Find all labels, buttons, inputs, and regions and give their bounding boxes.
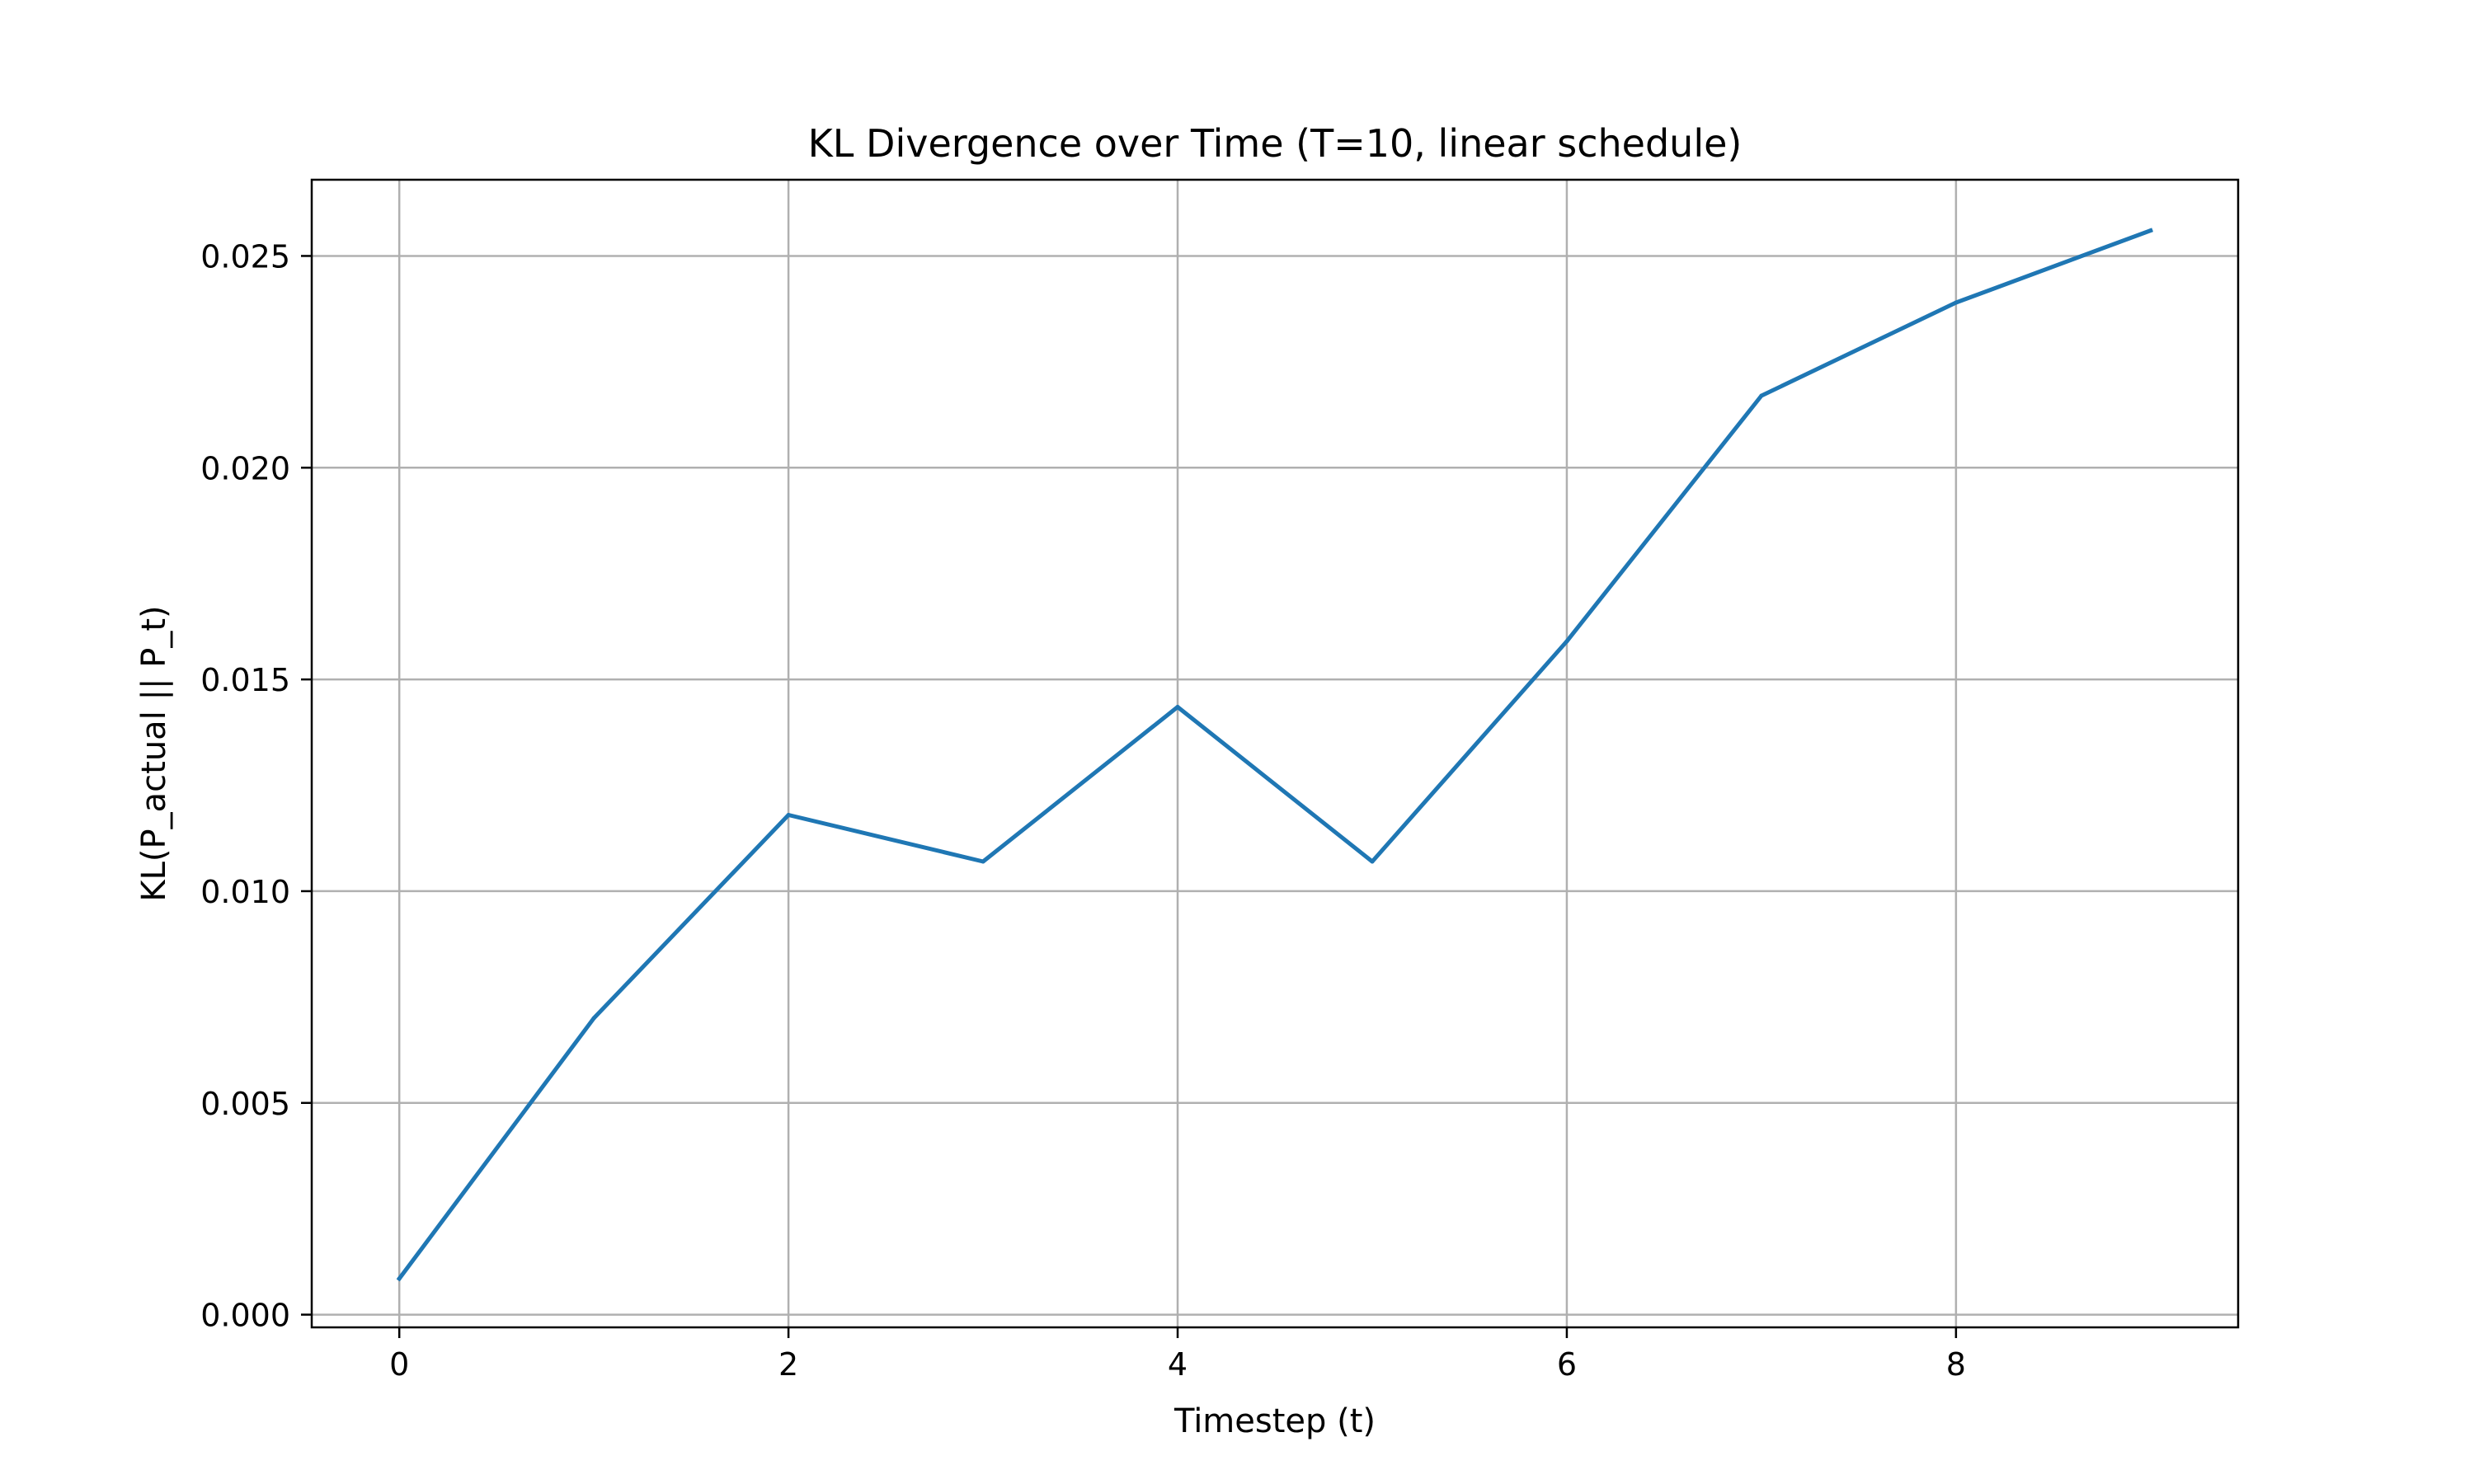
x-axis-label: Timestep (t)	[1174, 1402, 1376, 1440]
plot-frame	[310, 178, 2240, 1329]
series-line	[396, 228, 2154, 1282]
y-tick-label: 0.000	[200, 1298, 290, 1334]
x-tick-label: 4	[1168, 1346, 1188, 1383]
y-tick-label: 0.020	[200, 450, 290, 486]
data-point	[1564, 639, 1569, 644]
data-point	[786, 812, 791, 817]
data-point	[1954, 300, 1959, 305]
y-tick-label: 0.015	[200, 662, 290, 698]
series-layer	[396, 228, 2154, 1282]
chart-title: KL Divergence over Time (T=10, linear sc…	[808, 121, 1743, 166]
data-point	[397, 1276, 402, 1281]
data-point	[591, 1016, 596, 1021]
data-point	[981, 859, 985, 864]
x-axis-ticks: 0 2 4 6 8	[389, 1327, 1966, 1383]
x-tick-label: 8	[1946, 1346, 1966, 1383]
grid	[312, 180, 2238, 1327]
data-point	[1370, 859, 1375, 864]
x-tick-label: 0	[389, 1346, 409, 1383]
y-tick-label: 0.025	[200, 238, 290, 275]
x-tick-label: 6	[1557, 1346, 1577, 1383]
x-tick-label: 2	[778, 1346, 798, 1383]
data-point	[1759, 393, 1764, 398]
y-axis-ticks: 0.000 0.005 0.010 0.015 0.020 0.025	[200, 238, 312, 1334]
data-point	[2148, 228, 2153, 233]
y-axis-label: KL(P_actual || P_t)	[135, 605, 173, 901]
data-point	[1175, 704, 1180, 709]
y-tick-label: 0.010	[200, 874, 290, 910]
y-tick-label: 0.005	[200, 1086, 290, 1122]
